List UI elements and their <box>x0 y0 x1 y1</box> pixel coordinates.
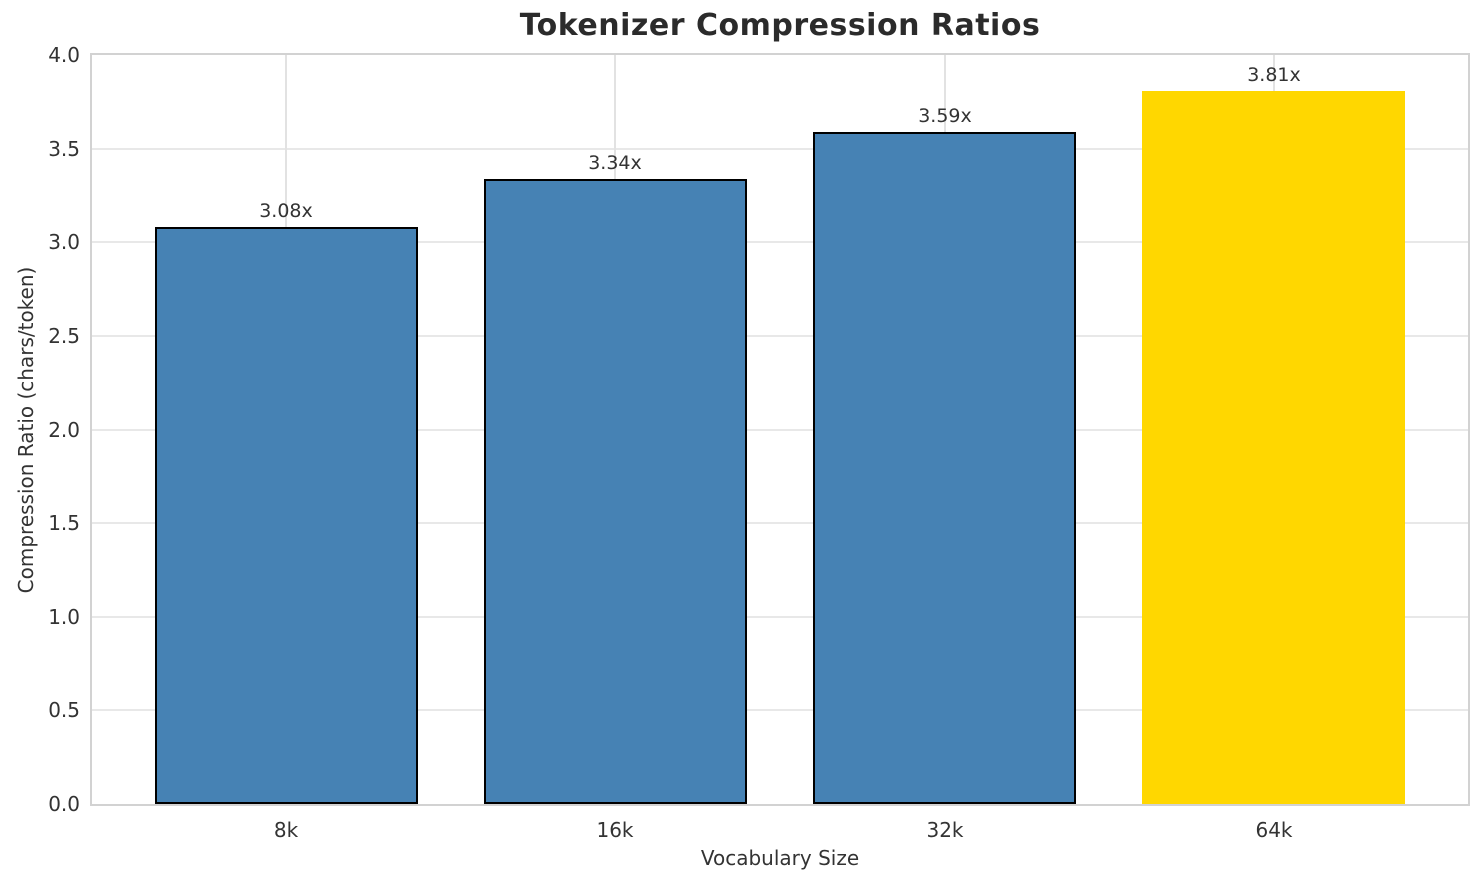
y-tick-label: 0.0 <box>48 792 80 816</box>
bar-value-label: 3.34x <box>588 152 642 174</box>
y-tick-label: 0.5 <box>48 698 80 722</box>
bar-32k <box>813 132 1076 804</box>
y-tick-label: 2.0 <box>48 418 80 442</box>
horizontal-gridline <box>92 709 1468 711</box>
bar-value-label: 3.81x <box>1247 64 1301 86</box>
y-tick-label: 3.5 <box>48 137 80 161</box>
plot-area: 3.08x 3.34x 3.59x 3.81x <box>90 53 1470 806</box>
bar-64k <box>1142 91 1405 804</box>
y-tick-label: 1.0 <box>48 605 80 629</box>
horizontal-gridline <box>92 429 1468 431</box>
x-tick-label-16k: 16k <box>596 818 634 842</box>
y-tick-label: 1.5 <box>48 511 80 535</box>
x-tick-label-8k: 8k <box>273 818 299 842</box>
y-tick-label: 4.0 <box>48 43 80 67</box>
horizontal-gridline <box>92 522 1468 524</box>
bar-8k <box>155 227 418 804</box>
horizontal-gridline <box>92 148 1468 150</box>
bar-16k <box>484 179 747 804</box>
y-tick-label: 2.5 <box>48 324 80 348</box>
bar-value-label: 3.59x <box>918 105 972 127</box>
horizontal-gridline <box>92 335 1468 337</box>
y-tick-label: 3.0 <box>48 230 80 254</box>
x-tick-label-64k: 64k <box>1255 818 1293 842</box>
horizontal-gridline <box>92 241 1468 243</box>
horizontal-gridline <box>92 616 1468 618</box>
x-axis-label: Vocabulary Size <box>700 846 860 870</box>
chart-title: Tokenizer Compression Ratios <box>519 8 1041 43</box>
x-tick-label-32k: 32k <box>926 818 964 842</box>
bar-value-label: 3.08x <box>259 200 313 222</box>
